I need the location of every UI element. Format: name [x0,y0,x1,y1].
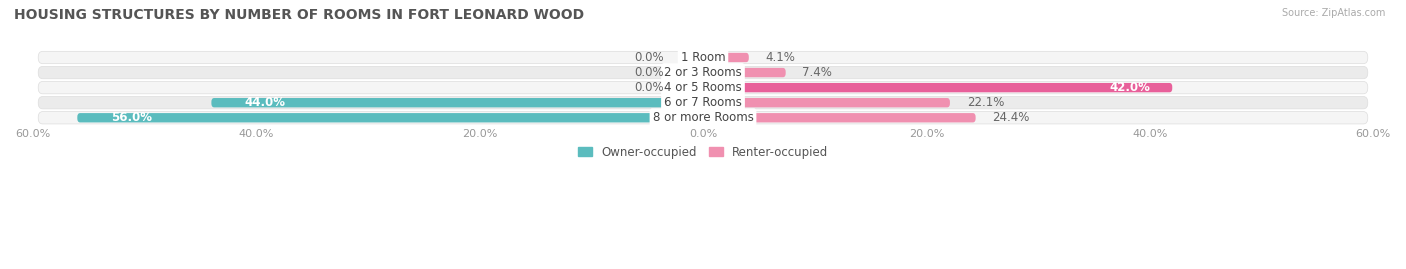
Text: HOUSING STRUCTURES BY NUMBER OF ROOMS IN FORT LEONARD WOOD: HOUSING STRUCTURES BY NUMBER OF ROOMS IN… [14,8,583,22]
Text: 0.0%: 0.0% [634,66,664,79]
Text: Source: ZipAtlas.com: Source: ZipAtlas.com [1281,8,1385,18]
Text: 42.0%: 42.0% [1109,81,1150,94]
Text: 4 or 5 Rooms: 4 or 5 Rooms [664,81,742,94]
Text: 4.1%: 4.1% [766,51,796,64]
Text: 6 or 7 Rooms: 6 or 7 Rooms [664,96,742,109]
Text: 8 or more Rooms: 8 or more Rooms [652,111,754,124]
Text: 7.4%: 7.4% [803,66,832,79]
Text: 24.4%: 24.4% [993,111,1029,124]
FancyBboxPatch shape [211,98,703,107]
FancyBboxPatch shape [703,53,749,62]
Text: 44.0%: 44.0% [245,96,285,109]
FancyBboxPatch shape [38,82,1368,94]
Text: 0.0%: 0.0% [634,81,664,94]
FancyBboxPatch shape [703,98,950,107]
FancyBboxPatch shape [703,83,1173,92]
Text: 1 Room: 1 Room [681,51,725,64]
FancyBboxPatch shape [38,51,1368,64]
Text: 56.0%: 56.0% [111,111,152,124]
FancyBboxPatch shape [703,113,976,122]
Text: 0.0%: 0.0% [634,51,664,64]
FancyBboxPatch shape [38,97,1368,109]
Legend: Owner-occupied, Renter-occupied: Owner-occupied, Renter-occupied [578,146,828,158]
FancyBboxPatch shape [38,112,1368,124]
Text: 22.1%: 22.1% [967,96,1004,109]
FancyBboxPatch shape [38,66,1368,79]
Text: 2 or 3 Rooms: 2 or 3 Rooms [664,66,742,79]
FancyBboxPatch shape [703,68,786,77]
FancyBboxPatch shape [77,113,703,122]
